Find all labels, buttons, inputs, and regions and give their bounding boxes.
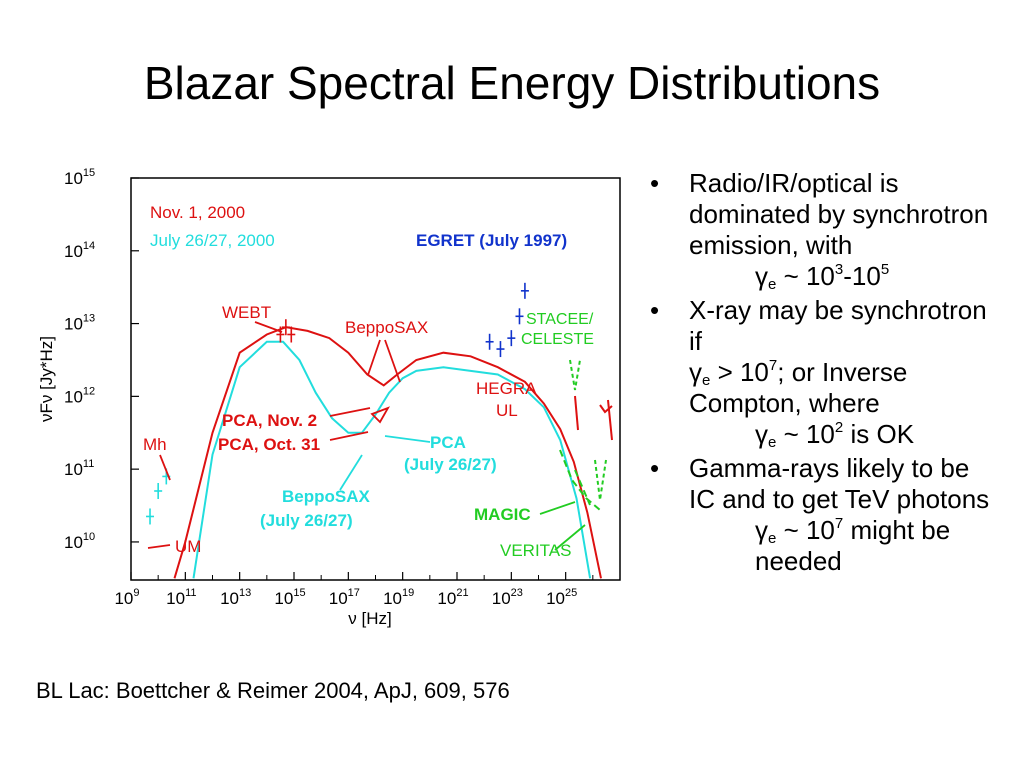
sed-chart: 109 1011 1013 1015 1017 1019 1021 1023 1025 1010 1… (37, 167, 621, 628)
bullet-xray: • X-ray may be synchrotron if γe > 107; … (650, 295, 987, 451)
y-axis-label: νFν [Jy*Hz] (37, 336, 56, 422)
label-pca-oct31: PCA, Oct. 31 (218, 435, 320, 454)
bullet-dot-icon: • (650, 453, 660, 483)
label-july: July 26/27, 2000 (150, 231, 275, 250)
bullet-gamma: • Gamma-rays likely to be IC and to get … (650, 453, 990, 576)
label-pca-nov2: PCA, Nov. 2 (222, 411, 317, 430)
y-tick-label: 1011 (64, 458, 94, 479)
bullet-dot-icon: • (650, 295, 660, 325)
y-tick-label: 1013 (64, 313, 95, 334)
label-hegra: HEGRA (476, 379, 537, 398)
y-tick-label: 1015 (64, 167, 95, 188)
label-veritas: VERITAS (500, 541, 571, 560)
y-tick-label: 1012 (64, 385, 95, 406)
x-axis-label: ν [Hz] (348, 609, 391, 628)
sed-figure: 109 1011 1013 1015 1017 1019 1021 1023 1025 1010 1… (0, 150, 640, 670)
y-tick-label: 1014 (64, 240, 95, 261)
label-bepposax-july: BeppoSAX (282, 487, 371, 506)
hegra-ul-markers (574, 395, 613, 441)
slide-title: Blazar Spectral Energy Distributions (143, 57, 881, 109)
x-tick-label: 1013 (220, 587, 251, 608)
bullet-list: • Radio/IR/optical is dominated by synch… (650, 168, 1000, 580)
bullet-synchrotron: • Radio/IR/optical is dominated by synch… (650, 168, 989, 293)
label-um: UM (175, 537, 201, 556)
label-pca-july-date: (July 26/27) (404, 455, 497, 474)
label-bepposax-nov: BeppoSAX (345, 318, 428, 337)
y-tick-label: 1010 (64, 531, 95, 552)
annotation-arrows (147, 321, 586, 551)
label-nov1: Nov. 1, 2000 (150, 203, 245, 222)
figure-caption: BL Lac: Boettcher & Reimer 2004, ApJ, 60… (36, 678, 510, 703)
magic-sensitivity (559, 449, 601, 511)
label-celeste: CELESTE (521, 331, 594, 348)
label-stacee: STACEE/ (526, 311, 594, 328)
label-magic: MAGIC (474, 505, 531, 524)
bullet-dot-icon: • (650, 168, 660, 198)
label-mh: Mh (143, 435, 167, 454)
series-line-july (192, 340, 592, 579)
label-pca-july: PCA (430, 433, 466, 452)
label-bepposax-july-date: (July 26/27) (260, 511, 353, 530)
label-ul: UL (496, 401, 518, 420)
label-webt: WEBT (222, 303, 271, 322)
x-tick-label: 1017 (329, 587, 360, 608)
stacee-ul-markers (569, 359, 607, 501)
x-tick-label: 1025 (546, 587, 577, 608)
x-tick-label: 1015 (274, 587, 305, 608)
series-line-nov1 (173, 326, 602, 579)
x-tick-label: 1023 (492, 587, 523, 608)
x-tick-label: 1019 (383, 587, 414, 608)
x-tick-label: 1021 (437, 587, 468, 608)
x-tick-label: 109 (114, 587, 139, 608)
x-tick-label: 1011 (166, 587, 196, 608)
label-egret: EGRET (July 1997) (416, 231, 567, 250)
